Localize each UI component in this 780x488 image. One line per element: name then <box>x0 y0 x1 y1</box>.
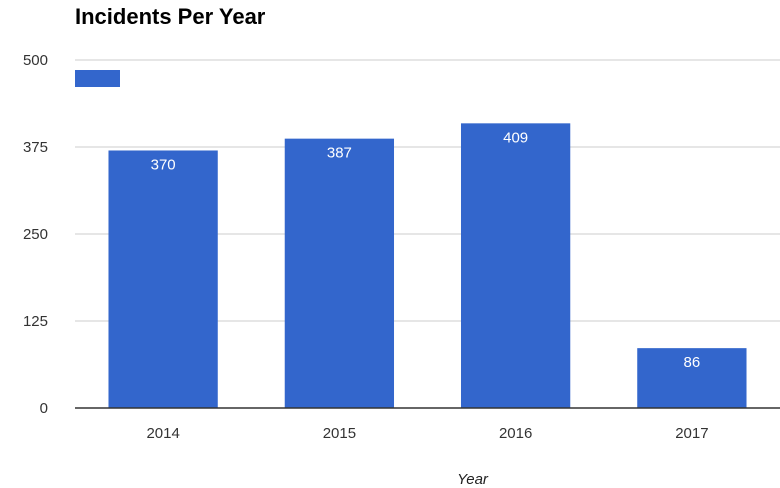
x-axis-ticks: 2014 2015 2016 2017 <box>146 425 708 442</box>
x-tick-label: 2016 <box>499 425 532 442</box>
legend <box>75 70 120 87</box>
x-axis-title: Year <box>457 471 489 488</box>
y-tick-label: 0 <box>40 400 48 417</box>
x-tick-label: 2017 <box>675 425 708 442</box>
x-tick-label: 2014 <box>146 425 179 442</box>
bar-2015 <box>284 138 395 408</box>
bar-2014 <box>108 150 218 409</box>
chart-title: Incidents Per Year <box>75 4 266 29</box>
bar-data-label: 387 <box>327 145 352 162</box>
y-axis-ticks: 0 125 250 375 500 <box>23 52 48 417</box>
y-tick-label: 250 <box>23 226 48 243</box>
y-tick-label: 500 <box>23 52 48 69</box>
bar-data-label: 370 <box>151 156 176 173</box>
bar-data-label: 409 <box>503 129 528 146</box>
legend-swatch <box>75 70 120 87</box>
bar-2016 <box>460 123 571 408</box>
bar-data-labels: 370 387 409 86 <box>151 129 701 371</box>
bar-data-label: 86 <box>684 354 701 371</box>
y-tick-label: 375 <box>23 139 48 156</box>
bar-2017 <box>637 348 747 408</box>
y-tick-label: 125 <box>23 313 48 330</box>
x-tick-label: 2015 <box>323 425 356 442</box>
bars <box>108 123 747 409</box>
